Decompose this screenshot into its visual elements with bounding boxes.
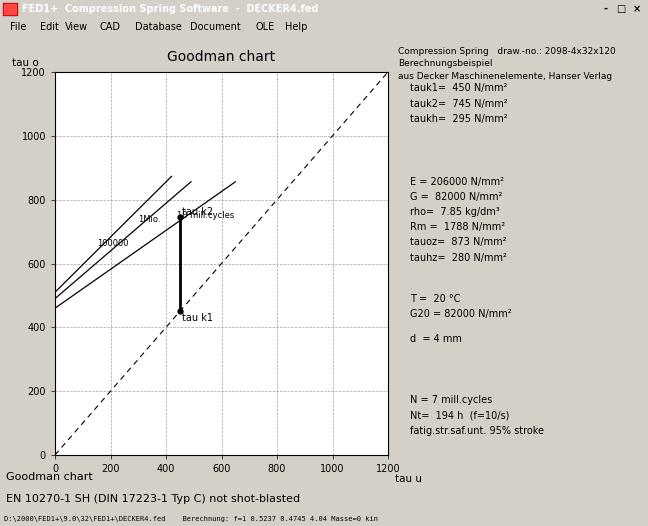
Bar — [598, 2, 612, 16]
Text: 10 mill.cycles: 10 mill.cycles — [177, 211, 235, 220]
Text: Goodman chart: Goodman chart — [6, 472, 93, 482]
Text: □: □ — [616, 4, 625, 14]
Text: d  = 4 mm: d = 4 mm — [410, 335, 462, 345]
Text: T =  20 °C
G20 = 82000 N/mm²: T = 20 °C G20 = 82000 N/mm² — [410, 294, 512, 319]
Text: tau k1: tau k1 — [182, 313, 213, 323]
Text: tau k2: tau k2 — [182, 207, 213, 217]
Text: File: File — [10, 22, 27, 32]
Text: tauk1=  450 N/mm²
tauk2=  745 N/mm²
taukh=  295 N/mm²: tauk1= 450 N/mm² tauk2= 745 N/mm² taukh=… — [410, 83, 508, 124]
Text: 100000: 100000 — [97, 239, 128, 248]
Text: N = 7 mill.cycles
Nt=  194 h  (f=10/s)
fatig.str.saf.unt. 95% stroke: N = 7 mill.cycles Nt= 194 h (f=10/s) fat… — [410, 395, 544, 436]
Bar — [4, 4, 16, 14]
Text: Database: Database — [135, 22, 182, 32]
Text: Help: Help — [285, 22, 307, 32]
Text: D:\2000\FED1+\9.0\32\FED1+\DECKER4.fed    Berechnung: f=1 0.5237 0.4745 4.04 Mas: D:\2000\FED1+\9.0\32\FED1+\DECKER4.fed B… — [4, 516, 378, 522]
Text: Edit: Edit — [40, 22, 59, 32]
Text: 1Mio.: 1Mio. — [138, 215, 161, 224]
Text: Goodman chart: Goodman chart — [167, 50, 275, 64]
Text: Compression Spring   draw.-no.: 2098-4x32x120
Berechnungsbeispiel
aus Decker Mas: Compression Spring draw.-no.: 2098-4x32x… — [398, 47, 616, 81]
Text: OLE: OLE — [255, 22, 274, 32]
Bar — [614, 2, 628, 16]
Text: CAD: CAD — [100, 22, 121, 32]
Bar — [630, 2, 644, 16]
Bar — [3, 3, 17, 15]
Text: tau o: tau o — [12, 58, 38, 68]
Text: E = 206000 N/mm²
G =  82000 N/mm²
rho=  7.85 kg/dm³
Rm =  1788 N/mm²
tauoz=  873: E = 206000 N/mm² G = 82000 N/mm² rho= 7.… — [410, 177, 507, 262]
Text: Document: Document — [190, 22, 241, 32]
Text: EN 10270-1 SH (DIN 17223-1 Typ C) not shot-blasted: EN 10270-1 SH (DIN 17223-1 Typ C) not sh… — [6, 494, 301, 504]
Text: View: View — [65, 22, 88, 32]
Text: ×: × — [633, 4, 641, 14]
Text: -: - — [603, 4, 607, 14]
Text: tau u: tau u — [395, 474, 422, 484]
Text: FED1+  Compression Spring Software  -  DECKER4.fed: FED1+ Compression Spring Software - DECK… — [22, 4, 318, 14]
